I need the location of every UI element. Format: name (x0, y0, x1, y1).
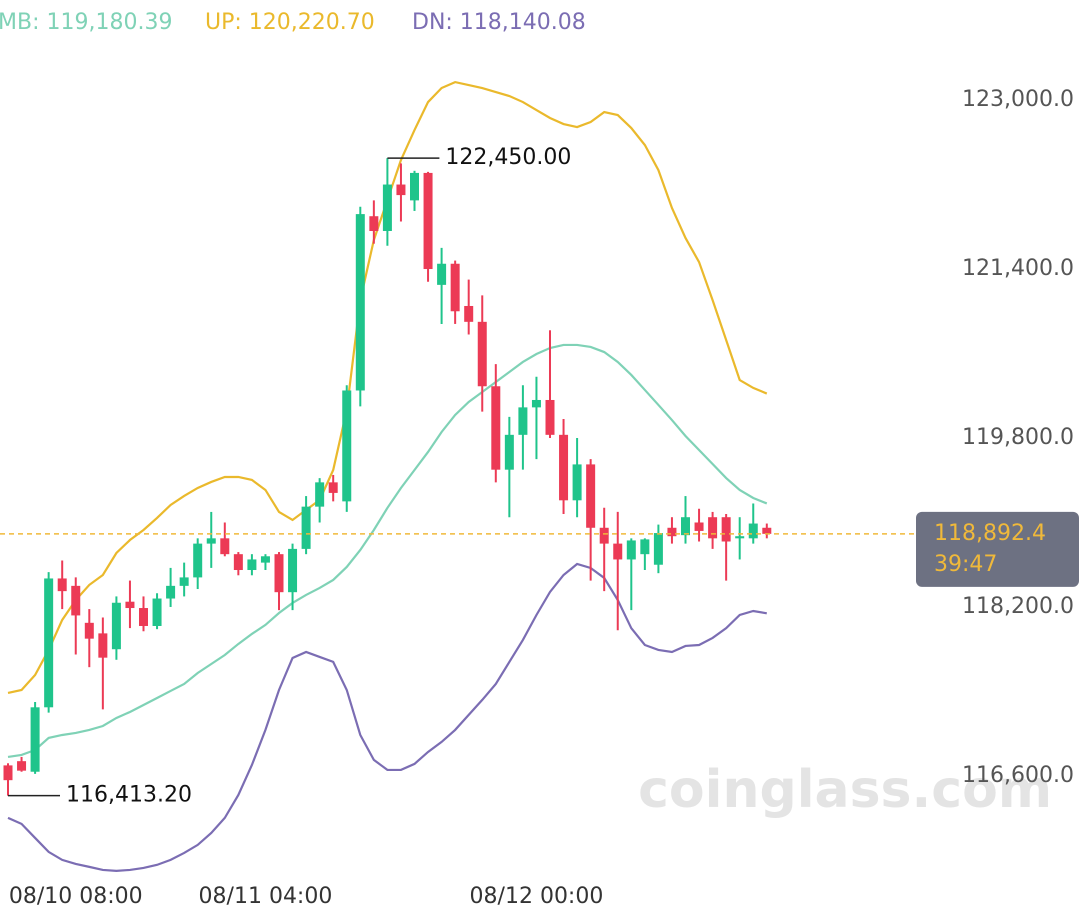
candle-body (44, 578, 54, 708)
candle-body (247, 559, 257, 571)
watermark: coinglass.com (638, 760, 1052, 820)
candle-body (342, 390, 352, 502)
candle-body (626, 540, 636, 560)
candle-body (762, 527, 772, 534)
candle-body (599, 527, 609, 544)
y-tick-label: 118,200.0 (962, 594, 1074, 619)
candle-body (437, 263, 447, 285)
candle-body (57, 578, 67, 592)
candle-body (260, 556, 270, 563)
x-tick-label: 08/10 08:00 (9, 884, 143, 909)
candle-body (179, 577, 189, 586)
candle-body (477, 321, 487, 387)
candle-body (274, 554, 284, 593)
candle-body (396, 184, 406, 196)
candle-body (328, 482, 338, 493)
legend-entry: DN: 118,140.08 (412, 10, 586, 35)
candle-body (640, 539, 650, 555)
candle-body (98, 633, 108, 658)
candle-body (681, 517, 690, 536)
candle-body (423, 172, 433, 270)
candle-body (694, 522, 704, 531)
candle-body (382, 184, 392, 232)
candle-body (84, 622, 94, 639)
candle-body (139, 608, 148, 626)
legend-entry: MB: 119,180.39 (0, 10, 172, 35)
candle-body (288, 548, 298, 593)
candle-body (17, 761, 27, 771)
candle-body (464, 305, 474, 322)
price-box (916, 511, 1079, 587)
annotation-label: 116,413.20 (66, 783, 192, 808)
candle-body (491, 386, 501, 470)
candle-body (667, 527, 677, 537)
candle-body (450, 263, 460, 312)
legend-entry: UP: 120,220.70 (205, 10, 375, 35)
candle-body (315, 482, 325, 507)
candle-body (518, 407, 528, 435)
candle-body (559, 434, 569, 501)
candle-body (166, 585, 176, 599)
countdown: 39:47 (934, 552, 997, 577)
candle-body (125, 601, 135, 609)
candle-body (3, 765, 13, 781)
x-tick-label: 08/11 04:00 (199, 884, 333, 909)
annotation-label: 122,450.00 (445, 145, 571, 170)
y-tick-label: 116,600.0 (962, 763, 1074, 788)
candle-body (233, 554, 243, 571)
candle-body (653, 533, 663, 565)
y-tick-label: 123,000.0 (962, 87, 1074, 112)
y-tick-label: 121,400.0 (962, 256, 1074, 281)
candle-body (111, 602, 121, 650)
candle-body (410, 172, 419, 201)
candle-body (572, 464, 582, 501)
band-line (7, 562, 767, 872)
candle-body (193, 543, 203, 578)
candle-body (748, 523, 758, 539)
candle-body (355, 214, 365, 391)
candle-body (206, 538, 216, 544)
candle-body (504, 434, 514, 470)
candle-body (708, 517, 718, 539)
candle-body (30, 707, 40, 772)
candle-body (220, 538, 230, 555)
candle-body (152, 598, 162, 626)
candle-body (545, 399, 555, 435)
y-tick-label: 119,800.0 (962, 425, 1074, 450)
candle-body (613, 543, 623, 560)
candle-body (531, 399, 541, 408)
x-tick-label: 08/12 00:00 (470, 884, 604, 909)
candle-body (735, 536, 745, 539)
candle-body (586, 464, 596, 528)
candle-body (301, 506, 311, 549)
candle-body (71, 585, 81, 616)
candle-body (721, 517, 731, 542)
band-line (7, 343, 768, 759)
last-price-label: 118,892.4 (934, 521, 1046, 546)
candle-body (369, 216, 379, 232)
